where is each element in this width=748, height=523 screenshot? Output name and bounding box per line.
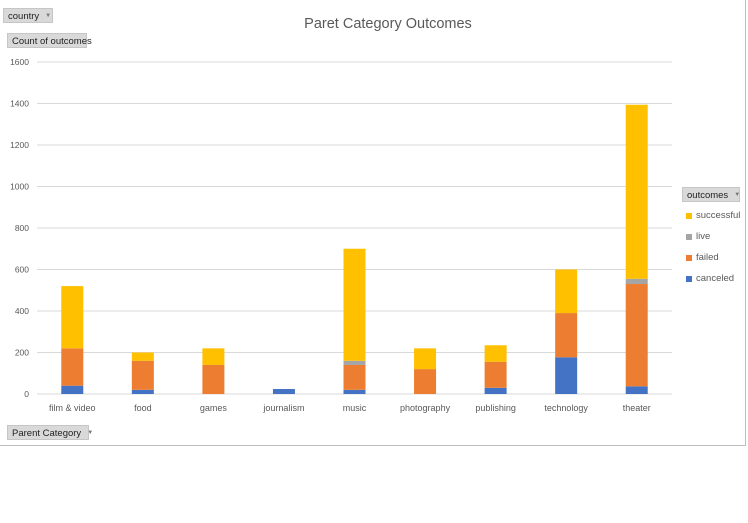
bar-canceled[interactable]	[131, 389, 154, 394]
country-filter-button[interactable]: country ▼	[3, 8, 53, 23]
legend-item-successful[interactable]: successful	[686, 205, 740, 226]
bar-successful[interactable]	[555, 269, 578, 314]
x-tick-label: technology	[544, 403, 588, 413]
value-field-label: Count of outcomes	[12, 36, 92, 47]
x-tick-label: games	[200, 403, 228, 413]
bar-successful[interactable]	[61, 286, 84, 349]
y-tick-label: 800	[15, 223, 29, 233]
bar-failed[interactable]	[202, 364, 225, 394]
value-field-button[interactable]: Count of outcomes	[7, 33, 92, 48]
bar-live[interactable]	[625, 278, 648, 285]
legend-item-live[interactable]: live	[686, 226, 740, 247]
y-tick-label: 600	[15, 265, 29, 275]
x-tick-label: publishing	[475, 403, 516, 413]
bar-canceled[interactable]	[343, 389, 366, 394]
x-tick-label: food	[134, 403, 152, 413]
x-tick-label: film & video	[49, 403, 96, 413]
bar-successful[interactable]	[625, 104, 648, 279]
bar-canceled[interactable]	[272, 389, 295, 394]
bar-live[interactable]	[343, 360, 366, 365]
legend: successful live failed canceled	[686, 205, 740, 289]
y-tick-label: 400	[15, 306, 29, 316]
y-tick-label: 1600	[10, 57, 29, 67]
legend-label: successful	[696, 210, 741, 221]
x-tick-label: theater	[623, 403, 651, 413]
bar-canceled[interactable]	[625, 386, 648, 394]
axis-field-button[interactable]: Parent Category ▼	[7, 425, 93, 440]
chart-area	[0, 0, 746, 446]
bar-failed[interactable]	[625, 284, 648, 387]
legend-field-label: outcomes	[687, 190, 729, 202]
legend-label: failed	[696, 252, 719, 263]
y-tick-label: 1000	[10, 182, 29, 192]
bar-canceled[interactable]	[484, 387, 507, 394]
bar-failed[interactable]	[555, 313, 578, 358]
chevron-down-icon: ▼	[734, 192, 741, 198]
legend-item-failed[interactable]: failed	[686, 247, 740, 268]
plot-area: 0 200 400 600 800 1000 1200 1400 1600 film & vide…	[10, 57, 672, 413]
bar-failed[interactable]	[61, 348, 84, 386]
legend-swatch	[686, 212, 692, 219]
bar-failed[interactable]	[131, 360, 154, 390]
bar-successful[interactable]	[484, 345, 507, 362]
y-tick-label: 0	[24, 389, 29, 399]
x-tick-label: photography	[400, 403, 451, 413]
bar-canceled[interactable]	[555, 357, 578, 394]
y-tick-label: 1400	[10, 99, 29, 109]
legend-swatch	[686, 275, 692, 282]
bar-failed[interactable]	[414, 369, 437, 394]
bar-successful[interactable]	[202, 348, 225, 365]
chart-title: Paret Category Outcomes	[304, 16, 472, 32]
legend-field-button[interactable]: outcomes ▼	[682, 187, 740, 202]
bar-failed[interactable]	[343, 364, 366, 390]
chevron-down-icon: ▼	[45, 13, 52, 19]
bar-failed[interactable]	[484, 361, 507, 388]
y-tick-label: 1200	[10, 140, 29, 150]
legend-swatch	[686, 233, 692, 240]
bar-successful[interactable]	[414, 348, 437, 370]
country-filter-label: country	[8, 11, 40, 23]
legend-item-canceled[interactable]: canceled	[686, 268, 740, 289]
x-tick-label: journalism	[262, 403, 304, 413]
x-tick-label: music	[343, 403, 367, 413]
bar-successful[interactable]	[343, 248, 366, 361]
legend-label: live	[696, 231, 711, 242]
legend-label: canceled	[696, 273, 735, 284]
legend-swatch	[686, 254, 692, 261]
axis-field-label: Parent Category	[12, 428, 82, 440]
chevron-down-icon: ▼	[87, 430, 94, 436]
y-tick-label: 200	[15, 348, 29, 358]
bar-successful[interactable]	[131, 352, 154, 361]
bar-canceled[interactable]	[61, 385, 84, 394]
